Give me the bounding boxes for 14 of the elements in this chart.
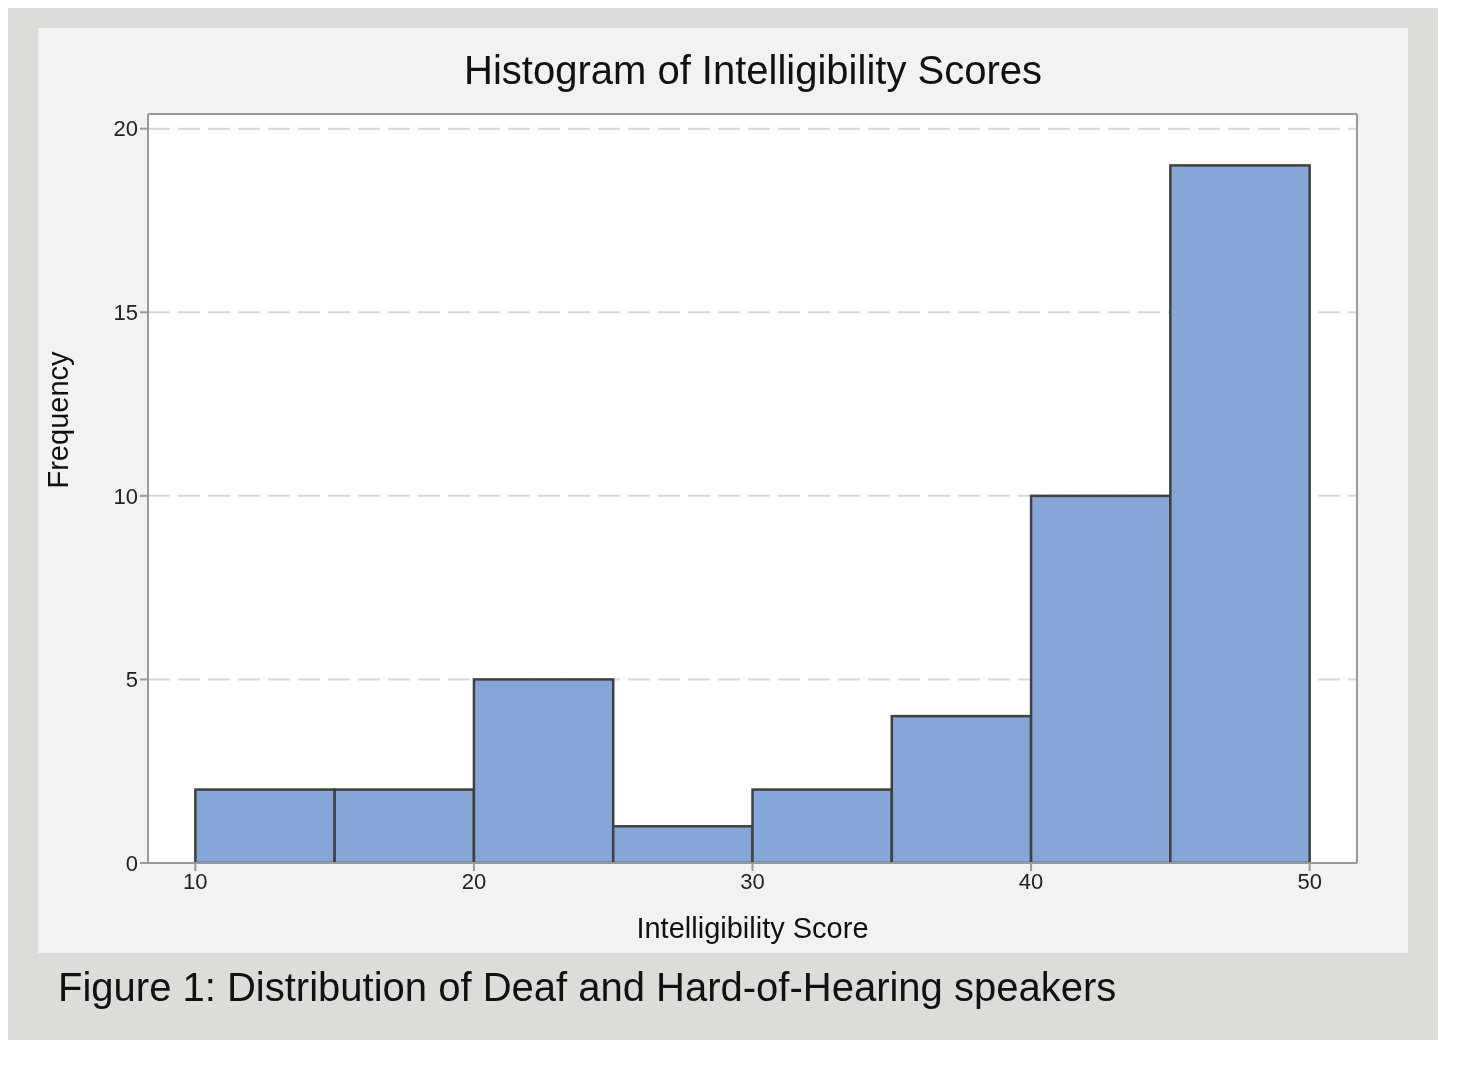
y-tick-label: 0: [125, 850, 138, 876]
x-tick-label: 20: [461, 868, 487, 894]
y-tick-label: 5: [125, 667, 138, 693]
chart-title: Histogram of Intelligibility Scores: [463, 48, 1043, 93]
x-tick-label: 10: [183, 868, 208, 894]
x-tick-label: 50: [1297, 868, 1322, 894]
y-tick-label: 20: [113, 116, 138, 142]
x-tick-label: 40: [1018, 868, 1044, 894]
y-axis-title: Frequency: [42, 350, 75, 489]
y-tick-label: 10: [113, 483, 138, 509]
x-axis-title: Intelligibility Score: [636, 912, 869, 944]
y-tick-label: 15: [113, 300, 138, 326]
x-tick-label: 30: [740, 868, 765, 894]
caption: Figure 1: Distribution of Deaf and Hard-of-Hearing speakers: [58, 965, 1118, 1010]
